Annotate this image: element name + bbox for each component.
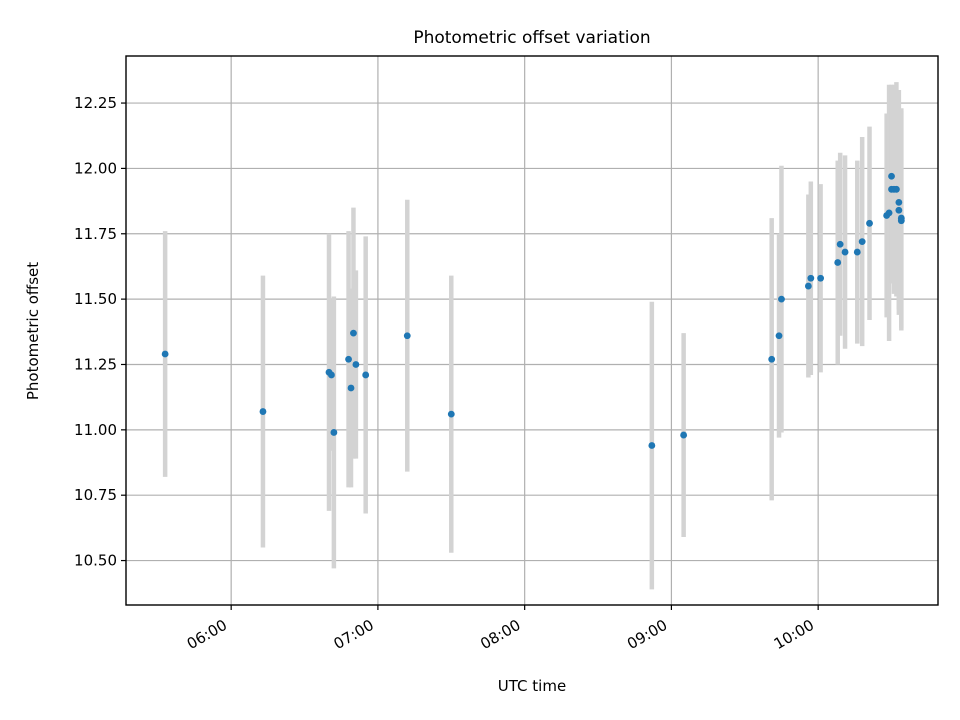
data-point <box>834 259 842 266</box>
data-point <box>895 199 903 206</box>
y-tick-label: 10.75 <box>74 486 117 504</box>
data-point <box>350 329 357 337</box>
data-point <box>778 295 785 303</box>
data-point <box>807 274 815 282</box>
data-point <box>648 442 656 449</box>
data-point <box>362 371 370 379</box>
data-point <box>775 332 783 340</box>
grid <box>126 56 938 605</box>
data-point <box>347 384 355 392</box>
data-point <box>841 248 849 256</box>
data-point <box>804 282 812 290</box>
y-tick-label: 11.25 <box>74 355 117 373</box>
data-point <box>817 274 825 282</box>
y-tick-label: 12.00 <box>74 159 117 177</box>
y-tick-label: 10.50 <box>74 552 117 570</box>
data-point <box>885 209 893 217</box>
data-point <box>259 408 267 415</box>
data-point <box>893 185 900 193</box>
data-point <box>895 206 903 214</box>
y-axis-label: Photometric offset <box>24 262 42 400</box>
data-points <box>161 172 905 449</box>
data-point <box>897 217 905 225</box>
data-point <box>328 371 335 379</box>
data-point <box>836 240 844 248</box>
data-point <box>345 355 352 363</box>
data-point <box>888 172 895 180</box>
data-point <box>853 248 861 256</box>
y-tick-label: 11.00 <box>74 421 117 439</box>
data-point <box>866 219 873 227</box>
chart-title: Photometric offset variation <box>413 28 650 48</box>
y-tick-label: 12.25 <box>74 94 117 112</box>
y-tick-label: 11.75 <box>74 225 117 243</box>
data-point <box>447 410 455 418</box>
data-point <box>768 355 776 363</box>
data-point <box>858 238 866 246</box>
y-tick-label: 11.50 <box>74 290 117 308</box>
data-point <box>330 429 338 436</box>
x-axis-label: UTC time <box>498 677 566 695</box>
data-point <box>161 350 169 358</box>
plot-frame <box>125 55 939 606</box>
data-point <box>352 361 360 368</box>
data-point <box>680 431 688 439</box>
data-point <box>403 332 411 340</box>
